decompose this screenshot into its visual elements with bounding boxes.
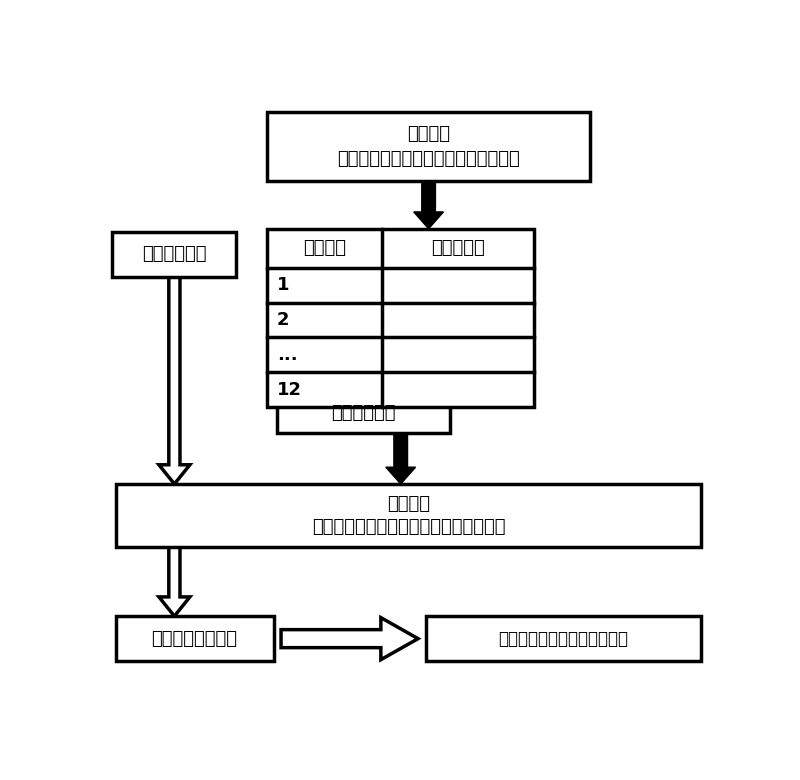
- Text: 2: 2: [277, 311, 290, 329]
- Polygon shape: [159, 547, 190, 616]
- FancyBboxPatch shape: [267, 112, 590, 181]
- Text: ...: ...: [277, 346, 298, 363]
- Polygon shape: [281, 618, 418, 660]
- Text: 大气状况参数: 大气状况参数: [142, 245, 206, 264]
- Text: 12: 12: [277, 381, 302, 399]
- Polygon shape: [159, 277, 190, 484]
- Text: 大气顶辐射: 大气顶辐射: [431, 239, 485, 257]
- Text: 大气状况: 大气状况: [303, 239, 346, 257]
- FancyBboxPatch shape: [112, 232, 237, 277]
- Text: 地表波普辐射同量: 地表波普辐射同量: [151, 629, 238, 647]
- Text: 1: 1: [277, 276, 290, 294]
- Text: 大气状况参数: 大气状况参数: [331, 404, 396, 423]
- Text: 查找表二: 查找表二: [387, 495, 430, 513]
- FancyBboxPatch shape: [115, 484, 702, 547]
- Polygon shape: [386, 433, 415, 484]
- Text: 地表光合有效辐射或短波辐射: 地表光合有效辐射或短波辐射: [498, 629, 629, 647]
- FancyBboxPatch shape: [277, 394, 450, 433]
- Polygon shape: [414, 181, 443, 229]
- FancyBboxPatch shape: [267, 229, 534, 407]
- Text: 建立大气顶辐射和大气状况之间的联系: 建立大气顶辐射和大气状况之间的联系: [338, 150, 520, 168]
- Polygon shape: [386, 377, 415, 407]
- FancyBboxPatch shape: [115, 616, 274, 661]
- FancyBboxPatch shape: [426, 616, 702, 661]
- Text: 查找表一: 查找表一: [407, 125, 450, 143]
- Text: 建立大气状况之间与地表辐射之间的联系: 建立大气状况之间与地表辐射之间的联系: [312, 518, 506, 536]
